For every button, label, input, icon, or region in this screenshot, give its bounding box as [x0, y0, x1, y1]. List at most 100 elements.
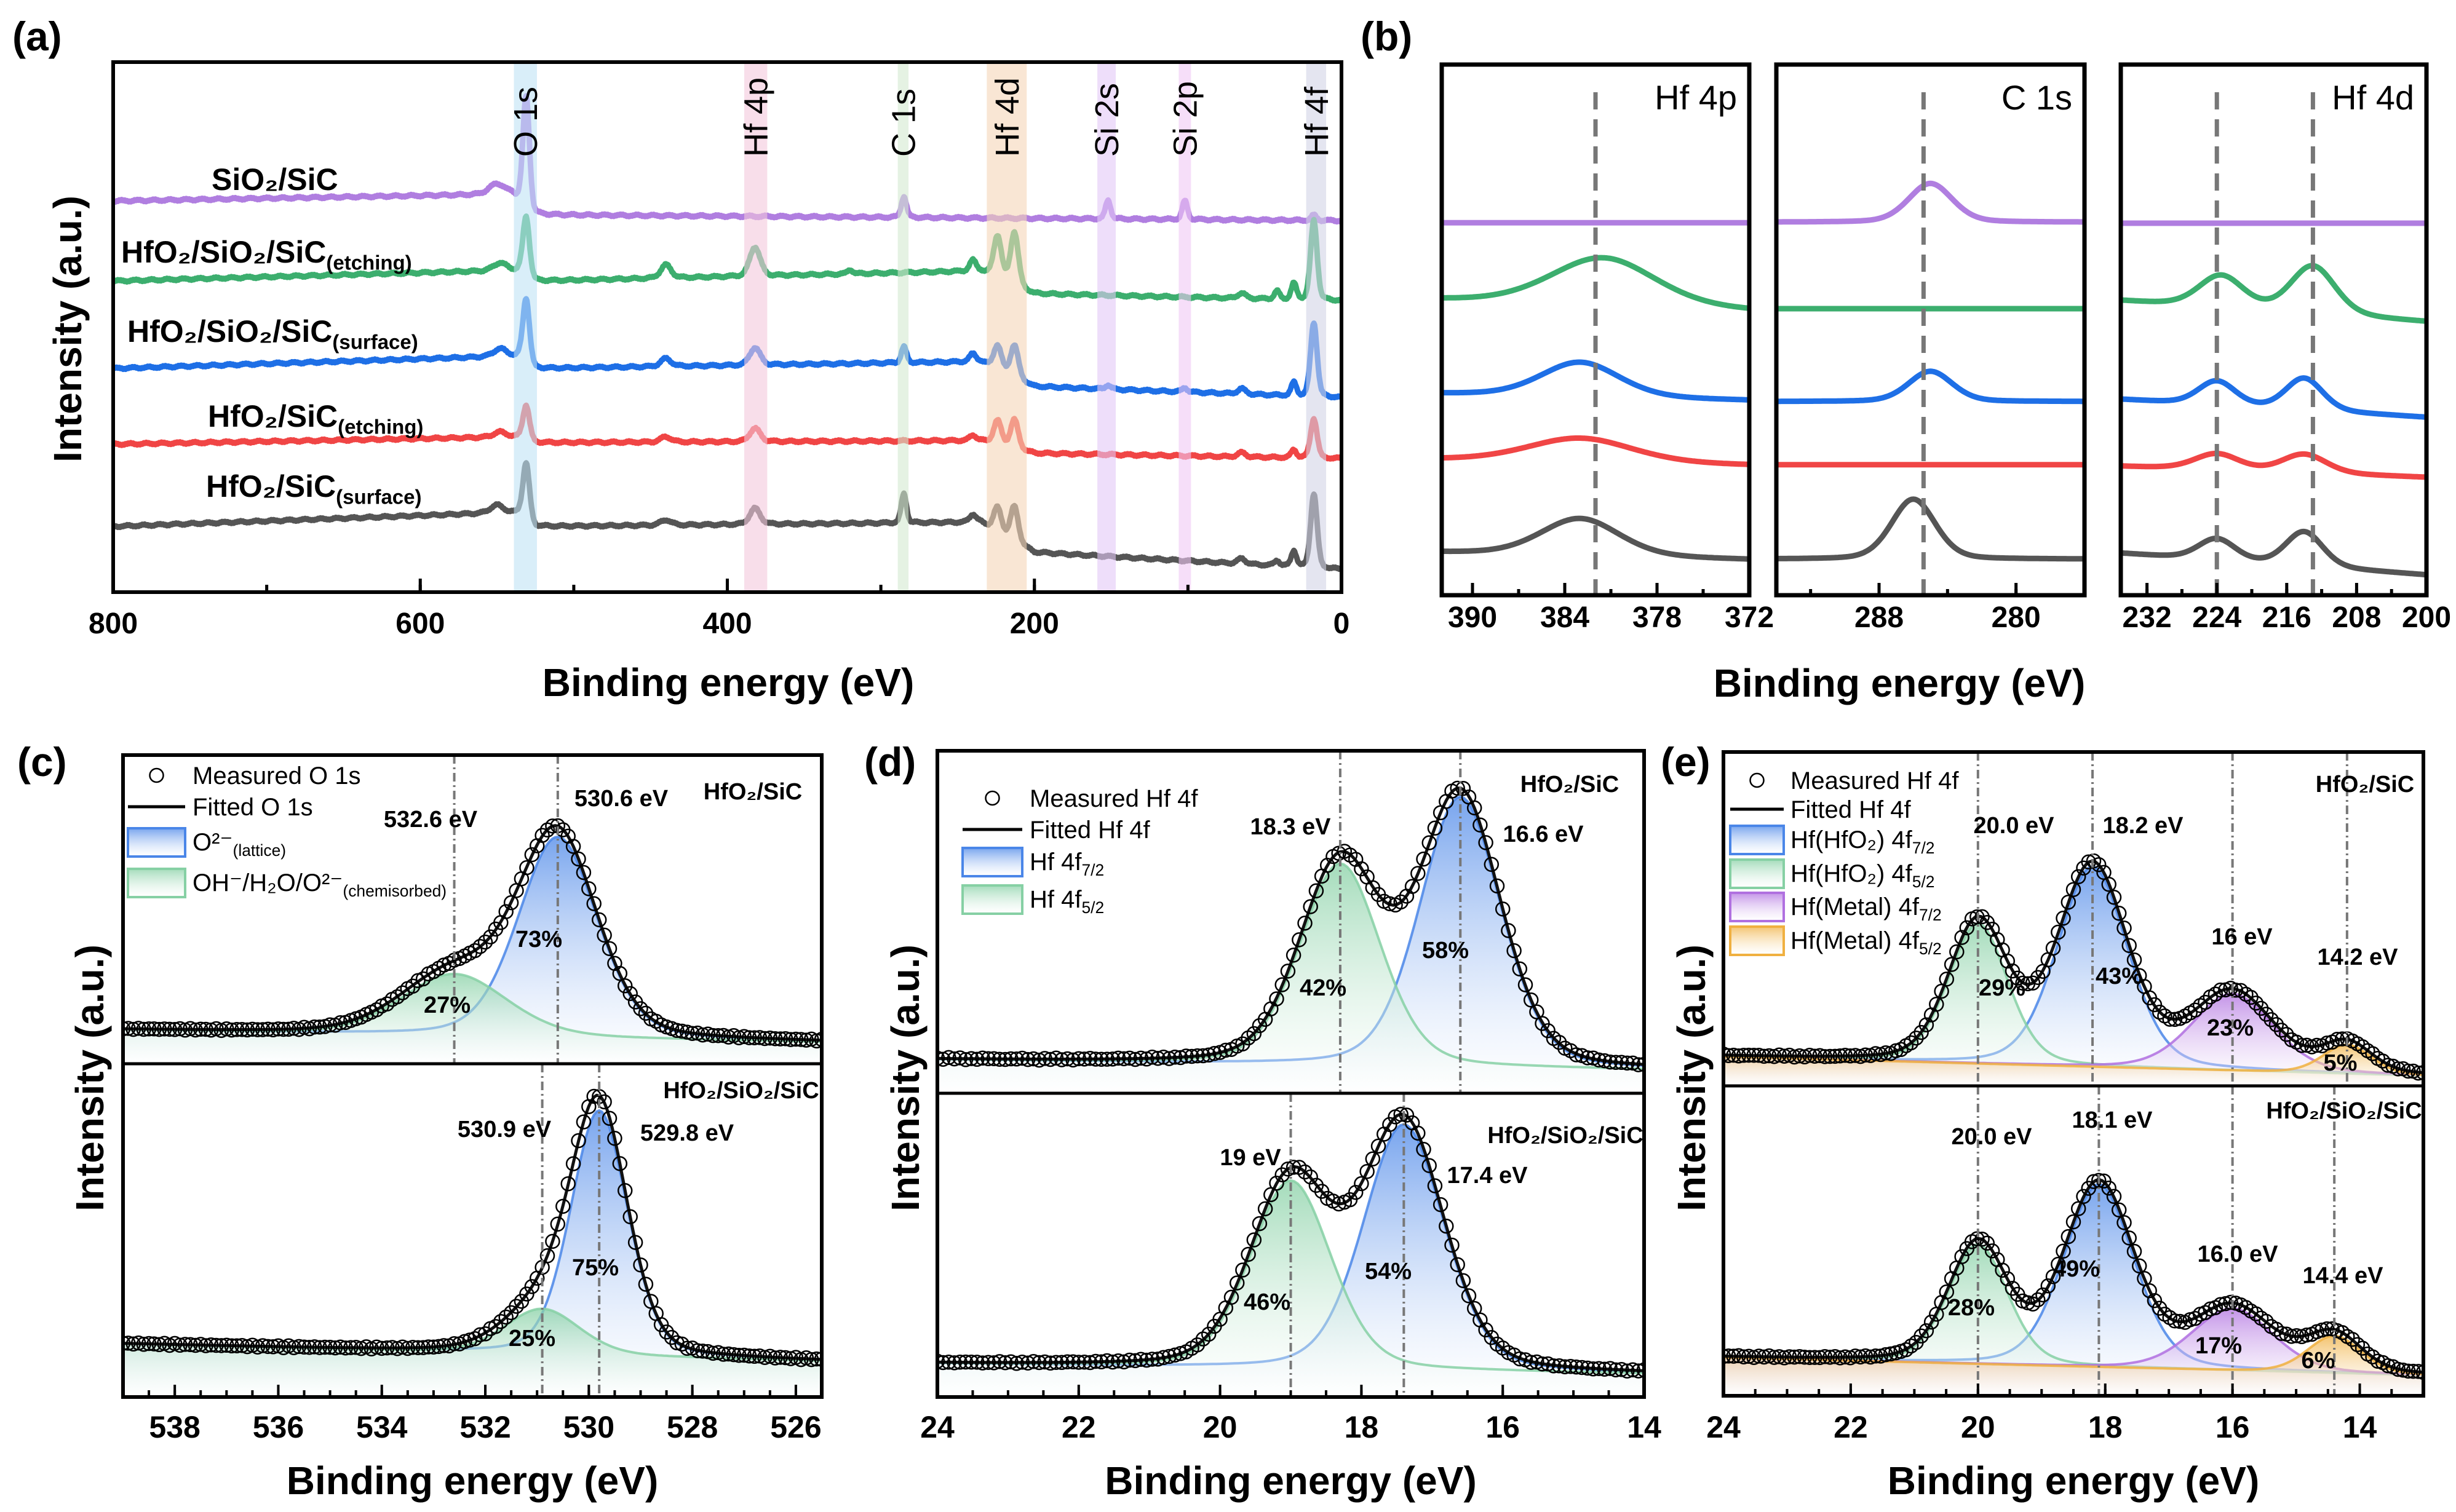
measured-data-point — [327, 1340, 343, 1356]
measured-data-point — [1433, 1197, 1449, 1213]
measured-data-point — [2390, 1361, 2406, 1377]
measured-data-point — [1145, 1050, 1160, 1065]
area-percent-label: 42% — [1300, 975, 1346, 1001]
legend-swatch-icon — [961, 847, 1023, 877]
measured-data-point — [255, 1338, 271, 1353]
measured-data-point — [1043, 1355, 1059, 1371]
x-tick-label-text: 22 — [1834, 1410, 1868, 1444]
area-percent-label: 5% — [2324, 1050, 2358, 1076]
measured-data-point — [565, 1156, 581, 1171]
x-tick-label-text: 22 — [1062, 1410, 1096, 1444]
measured-data-point — [705, 1345, 721, 1361]
measured-data-point — [622, 986, 638, 1002]
measured-data-point — [622, 1209, 638, 1225]
subplot-title-text: Hf 4d — [2332, 78, 2414, 117]
sample-label-text: HfO₂/SiC — [704, 779, 802, 805]
y-axis-title: Intensity (a.u.) — [1669, 944, 1714, 1211]
measured-data-point — [2380, 1358, 2396, 1374]
area-percent-label-text: 5% — [2324, 1050, 2358, 1076]
measured-data-point — [1382, 896, 1397, 911]
measured-data-point — [1797, 1349, 1813, 1365]
peak-region-band — [1097, 62, 1116, 592]
measured-data-point — [741, 1030, 757, 1045]
series-label-text: SiO₂/SiC — [212, 162, 338, 197]
area-percent-label-text: 28% — [1948, 1295, 1995, 1321]
series-label-subscript: (surface) — [336, 486, 421, 509]
measured-data-point — [2070, 869, 2086, 885]
sample-label: HfO₂/SiC — [1520, 772, 1619, 798]
measured-data-point — [229, 1022, 245, 1037]
measured-data-point — [1802, 1350, 1818, 1365]
x-tick-label-text: 14 — [2343, 1410, 2377, 1444]
measured-data-point — [1223, 1289, 1239, 1305]
area-percent-label: 29% — [1979, 975, 2025, 1001]
x-tick-label-text: 24 — [920, 1410, 955, 1444]
measured-data-point — [2208, 986, 2224, 1002]
measured-data-point — [607, 1131, 622, 1146]
component-fill — [1723, 1184, 2423, 1396]
measured-data-point — [1274, 1167, 1290, 1182]
x-tick-label-text: 18 — [2088, 1410, 2123, 1444]
legend-item: Hf(Metal) 4f5/2 — [1729, 925, 1942, 958]
x-tick-label: 24 — [1706, 1410, 1741, 1444]
measured-data-point — [1416, 851, 1431, 867]
measured-data-point — [539, 1248, 555, 1264]
measured-data-point — [1246, 1026, 1262, 1042]
measured-data-point — [141, 1336, 157, 1352]
legend-item: Fitted Hf 4f — [1730, 796, 1912, 823]
legend-label-subscript: 7/2 — [1919, 906, 1942, 924]
measured-data-point — [2273, 1326, 2289, 1341]
measured-data-point — [768, 1350, 783, 1366]
measured-data-point — [1348, 1184, 1364, 1200]
measured-data-point — [1619, 1363, 1635, 1379]
measured-data-point — [986, 1355, 1002, 1371]
x-axis-title: Binding energy (eV) — [1714, 661, 2086, 705]
y-axis-title: Intensity (a.u.) — [46, 196, 90, 462]
measured-data-point — [1297, 916, 1313, 931]
measured-data-point — [338, 1340, 354, 1356]
legend-item: Measured Hf 4f — [1749, 767, 1959, 794]
series-label: HfO₂/SiC(etching) — [208, 399, 423, 438]
measured-data-point — [348, 1340, 364, 1355]
measured-data-point — [2187, 1002, 2203, 1018]
measured-data-point — [1954, 1249, 1969, 1264]
spectrum-line — [2121, 450, 2426, 480]
measured-data-point — [291, 1339, 307, 1355]
measured-data-point — [2279, 1027, 2294, 1042]
legend-swatch-icon — [1729, 825, 1785, 855]
x-axis-title-text: Binding energy (eV) — [1888, 1459, 2260, 1503]
x-tick-label: 528 — [667, 1410, 718, 1444]
peak-energy-label: 14.2 eV — [2318, 944, 2399, 970]
measured-data-point — [586, 896, 602, 911]
survey-spectrum-line — [113, 460, 1341, 572]
measured-data-point — [1082, 1355, 1098, 1371]
series-label-text: HfO₂/SiO₂/SiC — [127, 314, 332, 349]
legend-label-subscript: (lattice) — [233, 841, 287, 860]
measured-data-point — [747, 1348, 762, 1364]
legend-label-text: Measured Hf 4f — [1790, 767, 1959, 794]
measured-data-point — [1252, 1216, 1268, 1232]
plot-frame — [1774, 62, 2087, 598]
subplot-area — [1723, 1173, 2423, 1396]
measured-data-point — [1817, 1049, 1833, 1064]
measured-data-point — [1726, 1348, 1741, 1364]
measured-data-point — [2273, 1023, 2289, 1038]
legend-item: Fitted O 1s — [128, 794, 313, 821]
measured-data-point — [1105, 1051, 1121, 1067]
measured-data-point — [343, 1340, 359, 1355]
measured-data-point — [1184, 1048, 1199, 1064]
x-tick-label: 538 — [149, 1410, 200, 1444]
measured-data-point — [312, 1340, 328, 1355]
peak-region-label-text: Hf 4p — [738, 77, 775, 157]
measured-data-point — [2309, 1037, 2325, 1053]
peak-region-label-text: O 1s — [507, 87, 544, 157]
measured-data-point — [2167, 1313, 2183, 1329]
measured-data-point — [188, 1337, 204, 1353]
measured-data-point — [1173, 1050, 1188, 1066]
x-tick-label-text: 530 — [563, 1410, 614, 1444]
area-percent-label-text: 49% — [2053, 1256, 2100, 1282]
measured-data-point — [255, 1022, 271, 1037]
measured-data-point — [374, 1340, 389, 1356]
legend-label-text: Hf(Metal) 4f — [1790, 893, 1920, 920]
measured-data-point — [1269, 1175, 1284, 1191]
